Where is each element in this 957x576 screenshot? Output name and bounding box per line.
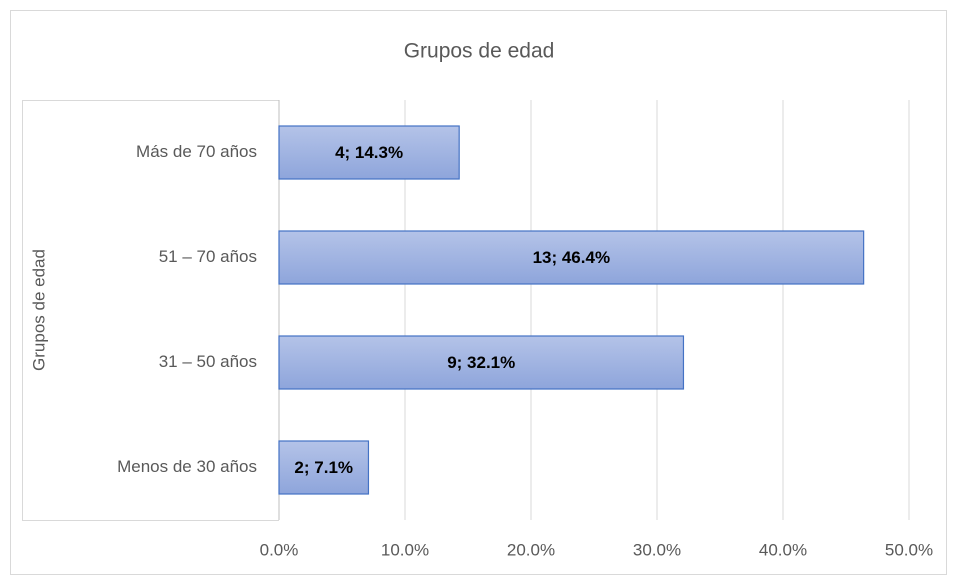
category-frame (22, 100, 279, 521)
y-tick-label: Más de 70 años (136, 142, 257, 161)
y-tick-label: Menos de 30 años (117, 457, 257, 476)
data-label: 4; 14.3% (335, 143, 403, 162)
data-label: 9; 32.1% (447, 353, 515, 372)
x-tick-label: 30.0% (633, 540, 681, 559)
bar (278, 230, 865, 285)
bar (278, 125, 460, 180)
chart-border (10, 10, 947, 575)
data-label: 2; 7.1% (294, 458, 353, 477)
y-tick-label: 51 – 70 años (159, 247, 257, 266)
x-tick-label: 0.0% (260, 540, 299, 559)
y-tick-label: 31 – 50 años (159, 352, 257, 371)
x-tick-label: 40.0% (759, 540, 807, 559)
bar (278, 440, 370, 495)
bar (278, 335, 685, 390)
x-tick-label: 10.0% (381, 540, 429, 559)
x-tick-label: 20.0% (507, 540, 555, 559)
x-tick-label: 50.0% (885, 540, 933, 559)
data-label: 13; 46.4% (533, 248, 611, 267)
chart-title: Grupos de edad (404, 40, 555, 63)
y-axis-title: Grupos de edad (29, 249, 48, 371)
